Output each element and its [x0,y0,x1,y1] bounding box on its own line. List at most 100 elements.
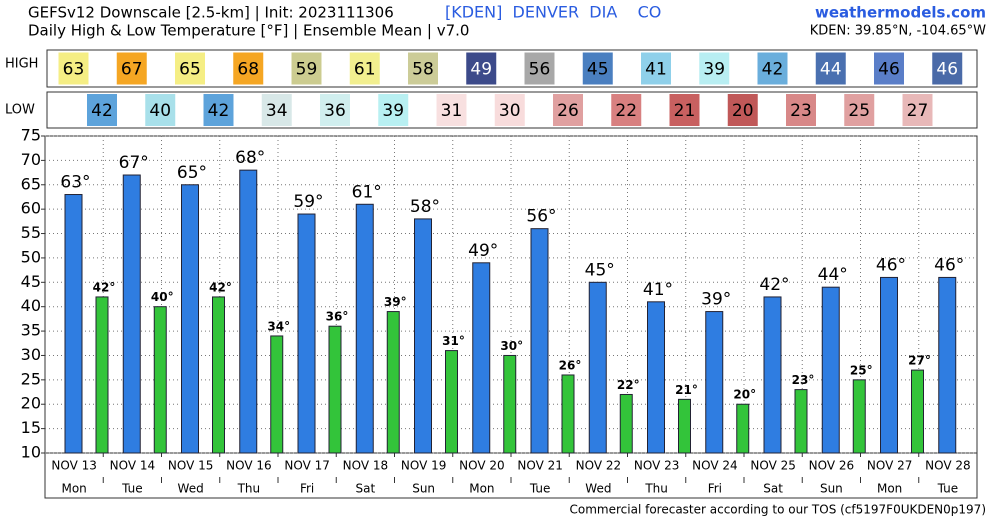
low-bar [328,325,342,454]
low-label: 30° [500,339,523,353]
low-cell [378,94,409,126]
site: weathermodels.com [815,4,986,22]
low-cell-value: 39 [382,101,404,121]
high-cell [641,52,671,85]
high-label: 58° [410,197,440,217]
low-label: 20° [733,388,756,402]
low-cell-value: 25 [848,101,870,121]
high-bar [705,311,724,454]
high-cell [175,52,205,85]
low-cell [320,94,350,126]
high-cell [408,52,438,85]
low-label: 42° [93,280,116,294]
x-tick-label: NOV 17 [284,459,330,473]
high-label: 46° [876,255,906,275]
high-cell-value: 58 [412,60,434,80]
y-tick-label: 25 [21,369,41,388]
high-bar [414,218,432,454]
high-cell-value: 39 [703,60,725,80]
weekday-label: Thu [237,482,261,496]
high-bar [938,276,957,454]
low-cell [145,94,176,126]
high-cell-value: 49 [470,60,492,80]
high-cell [874,52,904,85]
high-label: 44° [818,265,848,285]
weekday-label: Wed [178,482,204,496]
low-label: 31° [442,334,465,348]
low-cell [786,94,816,126]
high-cell-value: 65 [179,60,201,80]
x-tick-label: NOV 26 [809,459,855,473]
x-tick-label: NOV 18 [343,459,389,473]
station: [KDEN] DENVER DIA CO [445,3,661,22]
weekday-label: Mon [469,482,494,496]
x-tick-label: NOV 27 [867,459,913,473]
low-label: 27° [908,354,931,368]
high-cell-value: 42 [762,60,784,80]
high-row-label: HIGH [5,57,38,72]
high-label: 46° [934,255,964,275]
high-label: 39° [701,290,731,310]
x-tick-label: NOV 21 [517,459,563,473]
high-label: 67° [119,153,149,173]
low-cell-value: 30 [499,101,521,121]
y-tick-label: 40 [21,296,41,315]
low-bar [794,389,808,454]
y-tick-label: 75 [21,126,41,145]
x-tick-label: NOV 24 [692,459,738,473]
high-label: 68° [235,148,265,168]
weekday-label: Thu [644,482,668,496]
high-cell-value: 41 [645,60,667,80]
low-cell-value: 23 [790,101,812,121]
low-label: 23° [792,373,815,387]
low-bar [736,403,750,454]
x-tick-label: NOV 25 [750,459,796,473]
x-tick-label: NOV 15 [168,459,214,473]
high-cell-value: 44 [820,60,842,80]
high-bar [122,174,141,454]
high-bar [530,228,549,454]
high-cell [466,52,497,85]
footer: Commercial forecaster according to our T… [570,503,986,517]
low-cell [87,94,117,126]
x-tick-label: NOV 28 [925,459,971,473]
high-cell [815,52,846,85]
high-bar [297,213,316,454]
low-cell [727,94,758,126]
low-bar [95,296,109,454]
high-bar [588,281,607,454]
low-cell [844,94,875,126]
x-tick-label: NOV 20 [459,459,505,473]
x-tick-label: NOV 22 [576,459,622,473]
y-tick-label: 55 [21,223,41,242]
low-bar [212,296,225,454]
high-label: 42° [759,275,789,295]
low-label: 34° [267,319,290,333]
low-label: 21° [675,383,698,397]
y-tick-label: 45 [21,272,41,291]
low-cell [553,94,583,126]
chart-title: GEFSv12 Downscale [2.5-km] | Init: 20231… [28,4,394,22]
low-cell-value: 42 [208,101,230,121]
low-bar [386,311,400,454]
low-label: 36° [326,310,349,324]
high-label: 41° [643,280,673,300]
y-tick-label: 30 [21,345,41,364]
high-cell-value: 59 [296,60,318,80]
low-bar [852,379,866,454]
x-tick-label: NOV 13 [51,459,97,473]
low-cell-value: 40 [149,101,171,121]
high-cell-value: 63 [63,60,85,80]
y-tick-label: 15 [21,418,41,437]
weekday-label: Fri [708,482,722,496]
low-cell-value: 42 [91,101,113,121]
low-label: 26° [559,358,582,372]
high-cell [524,52,555,85]
y-tick-label: 60 [21,199,41,218]
low-cell-value: 26 [557,101,579,121]
high-bar [647,301,665,454]
low-cell-value: 21 [674,101,696,121]
high-cell [349,52,380,85]
y-tick-label: 35 [21,321,41,340]
high-cell-value: 56 [529,60,551,80]
